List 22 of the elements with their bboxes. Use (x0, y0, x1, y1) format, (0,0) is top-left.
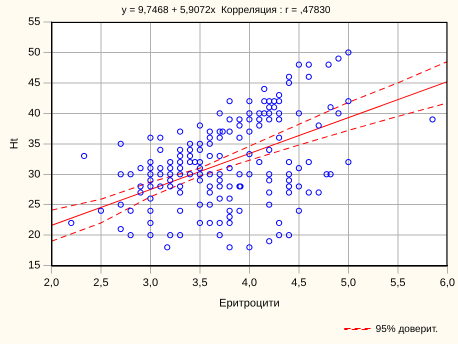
y-tick-label: 15 (28, 260, 40, 272)
y-axis-title: Ht (8, 138, 21, 150)
x-tick-label: 5,5 (390, 277, 406, 290)
chart-title: y = 9,7468 + 5,9072x Корреляция : r = ,47830 (122, 4, 331, 16)
x-tick-label: 2,5 (93, 277, 109, 290)
x-tick-label: 5,0 (340, 277, 356, 290)
y-tick-label: 25 (28, 198, 40, 211)
x-axis-title: Еритроцити (219, 297, 280, 310)
x-tick-label: 4,5 (291, 277, 307, 290)
y-tick-label: 55 (28, 16, 40, 28)
y-tick-label: 40 (28, 107, 40, 120)
y-tick-label: 35 (28, 138, 40, 150)
x-tick-label: 2,0 (44, 277, 60, 290)
x-tick-label: 3,5 (192, 277, 208, 290)
y-tick-label: 45 (28, 76, 40, 89)
legend-label: 95% доверит. (376, 324, 438, 335)
y-tick-label: 20 (28, 229, 40, 242)
y-tick-label: 50 (28, 46, 40, 58)
x-tick-label: 6,0 (440, 277, 456, 290)
x-tick-label: 4,0 (242, 277, 258, 290)
x-tick-label: 3,0 (142, 277, 158, 290)
y-tick-label: 30 (28, 168, 40, 180)
